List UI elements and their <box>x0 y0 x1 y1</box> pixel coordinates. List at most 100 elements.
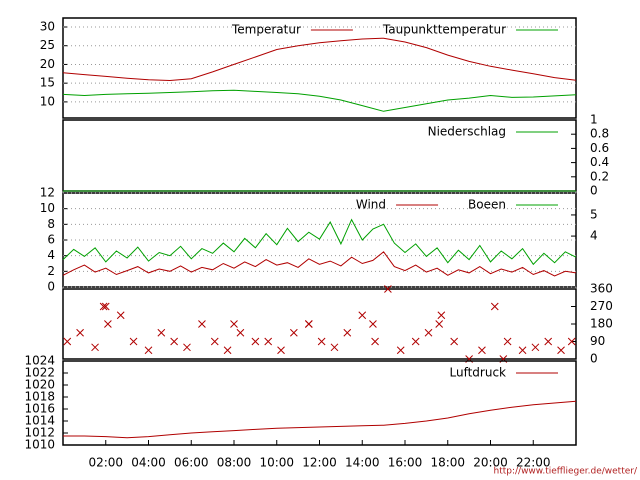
y-tick-label: 12 <box>40 186 55 200</box>
y2-tick-label: 5 <box>590 207 598 221</box>
scatter-point <box>144 346 153 355</box>
y-tick-label: 20 <box>40 57 55 71</box>
y-tick-label: 1020 <box>24 378 55 392</box>
x-tick-label: 04:00 <box>131 456 166 470</box>
scatter-point <box>264 337 273 346</box>
series-line <box>62 89 577 112</box>
legend-label: Boeen <box>468 198 506 212</box>
y-tick-label: 180 <box>590 317 613 331</box>
y-tick-label: 4 <box>47 248 55 262</box>
scatter-point <box>76 328 84 337</box>
scatter-point <box>99 302 108 311</box>
x-tick-label: 06:00 <box>174 456 209 470</box>
source-url: http://www.tiefflieger.de/wetter/ <box>494 467 638 477</box>
x-tick-label: 22:00 <box>516 456 551 470</box>
scatter-point <box>424 328 433 337</box>
scatter-point <box>450 337 459 346</box>
panel-frame <box>62 17 577 119</box>
y-tick-label: 1014 <box>24 414 55 428</box>
scatter-point <box>183 343 191 352</box>
scatter-point <box>236 328 245 337</box>
y-tick-label: 1018 <box>24 390 55 404</box>
scatter-point <box>210 337 219 346</box>
y-tick-label: 15 <box>40 76 55 90</box>
y-tick-label: 1012 <box>24 426 55 440</box>
series-line <box>63 400 577 439</box>
y-tick-label: 0.6 <box>590 141 609 155</box>
legend-label: Temperatur <box>231 23 301 37</box>
x-tick-label: 02:00 <box>88 456 123 470</box>
y-tick-label: 1 <box>590 113 598 127</box>
scatter-point <box>198 320 206 328</box>
x-tick-label: 08:00 <box>217 456 252 470</box>
x-tick-label: 14:00 <box>345 456 380 470</box>
scatter-point <box>503 337 512 346</box>
x-tick-label: 20:00 <box>473 456 508 470</box>
y-tick-label: 8 <box>47 217 55 231</box>
y-tick-label: 0 <box>590 352 598 366</box>
y-tick-label: 2 <box>47 264 55 278</box>
scatter-point <box>304 320 313 328</box>
scatter-point <box>544 337 553 346</box>
y-tick-label: 360 <box>590 282 613 296</box>
scatter-point <box>358 311 367 320</box>
legend-label: Niederschlag <box>428 125 506 139</box>
scatter-point <box>116 311 125 320</box>
scatter-point <box>437 311 446 320</box>
y-tick-label: 6 <box>47 233 55 247</box>
scatter-point <box>230 320 238 328</box>
scatter-point <box>384 285 392 293</box>
scatter-point <box>129 337 138 346</box>
scatter-point <box>557 346 565 355</box>
scatter-point <box>277 346 285 355</box>
scatter-point <box>518 346 527 355</box>
series-line <box>62 251 577 277</box>
series-line <box>62 218 577 266</box>
legend-label: Taupunkttemperatur <box>382 23 506 37</box>
scatter-point <box>157 328 166 337</box>
scatter-point <box>101 302 110 311</box>
scatter-point <box>435 320 444 328</box>
legend-label: Wind <box>356 198 386 212</box>
scatter-point <box>104 320 112 328</box>
scatter-point <box>317 337 326 346</box>
y2-tick-label: 4 <box>590 229 598 243</box>
scatter-point <box>490 302 499 311</box>
scatter-point <box>63 337 72 346</box>
scatter-point <box>330 343 339 352</box>
scatter-point <box>251 337 260 346</box>
scatter-point <box>170 337 179 346</box>
scatter-point <box>531 343 540 352</box>
scatter-point <box>223 346 232 355</box>
y-tick-label: 1010 <box>24 438 55 452</box>
scatter-point <box>91 343 99 352</box>
y-tick-label: 25 <box>40 38 55 52</box>
y-tick-label: 10 <box>40 94 55 108</box>
y-tick-label: 10 <box>40 201 55 215</box>
y-tick-label: 1016 <box>24 402 55 416</box>
series-line <box>62 37 577 82</box>
y-tick-label: 30 <box>40 19 55 33</box>
y-tick-label: 0.8 <box>590 127 609 141</box>
scatter-point <box>411 337 420 346</box>
scatter-point <box>289 328 298 337</box>
scatter-point <box>567 337 576 346</box>
scatter-point <box>371 337 379 346</box>
x-tick-label: 10:00 <box>259 456 294 470</box>
scatter-point <box>369 320 377 328</box>
y-tick-label: 0.4 <box>590 155 609 169</box>
x-tick-label: 12:00 <box>302 456 337 470</box>
y-tick-label: 1024 <box>24 354 55 368</box>
y-tick-label: 0.2 <box>590 169 609 183</box>
legend-label: Luftdruck <box>449 366 506 380</box>
scatter-point <box>396 346 405 355</box>
y-tick-label: 1022 <box>24 366 55 380</box>
x-tick-label: 16:00 <box>388 456 423 470</box>
scatter-point <box>343 328 352 337</box>
y-tick-label: 0 <box>590 184 598 198</box>
x-tick-label: 18:00 <box>430 456 465 470</box>
scatter-point <box>478 346 486 355</box>
y-tick-label: 0 <box>47 280 55 294</box>
y-tick-label: 270 <box>590 299 613 313</box>
